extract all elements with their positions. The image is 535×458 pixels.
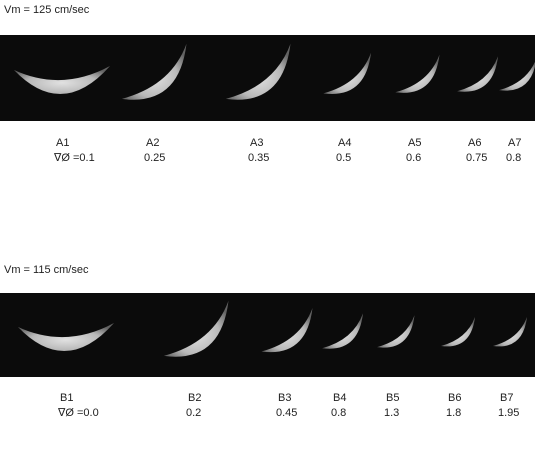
- item-label: B3: [278, 392, 291, 404]
- item-value: 1.8: [446, 407, 461, 419]
- item-value: 0.45: [276, 407, 297, 419]
- item-value: 1.3: [384, 407, 399, 419]
- image-strip: [0, 293, 535, 377]
- item-label: B7: [500, 392, 513, 404]
- item-label: A3: [250, 137, 263, 149]
- panel-title: Vm = 125 cm/sec: [4, 4, 90, 16]
- item-label: B6: [448, 392, 461, 404]
- item-value: 0.2: [186, 407, 201, 419]
- item-label: A2: [146, 137, 159, 149]
- item-value: 0.6: [406, 152, 421, 164]
- item-label: B4: [333, 392, 346, 404]
- item-label: A5: [408, 137, 421, 149]
- item-value: 0.8: [331, 407, 346, 419]
- item-label: A1: [56, 137, 69, 149]
- item-value: ∇Ø =0.0: [57, 407, 99, 419]
- item-value: 0.25: [144, 152, 165, 164]
- figure: Vm = 125 cm/sec Vm = 115 cm/sec A1 ∇Ø =0.…: [0, 0, 535, 453]
- item-value: 0.8: [506, 152, 521, 164]
- item-value: 0.75: [466, 152, 487, 164]
- item-value: ∇Ø =0.1: [53, 152, 95, 164]
- panel-title: Vm = 115 cm/sec: [4, 264, 89, 276]
- item-label: B5: [386, 392, 399, 404]
- item-value: 1.95: [498, 407, 519, 419]
- item-label: B2: [188, 392, 201, 404]
- item-label: A4: [338, 137, 351, 149]
- item-value: 0.35: [248, 152, 269, 164]
- item-label: A7: [508, 137, 521, 149]
- item-label: A6: [468, 137, 481, 149]
- item-label: B1: [60, 392, 73, 404]
- item-value: 0.5: [336, 152, 351, 164]
